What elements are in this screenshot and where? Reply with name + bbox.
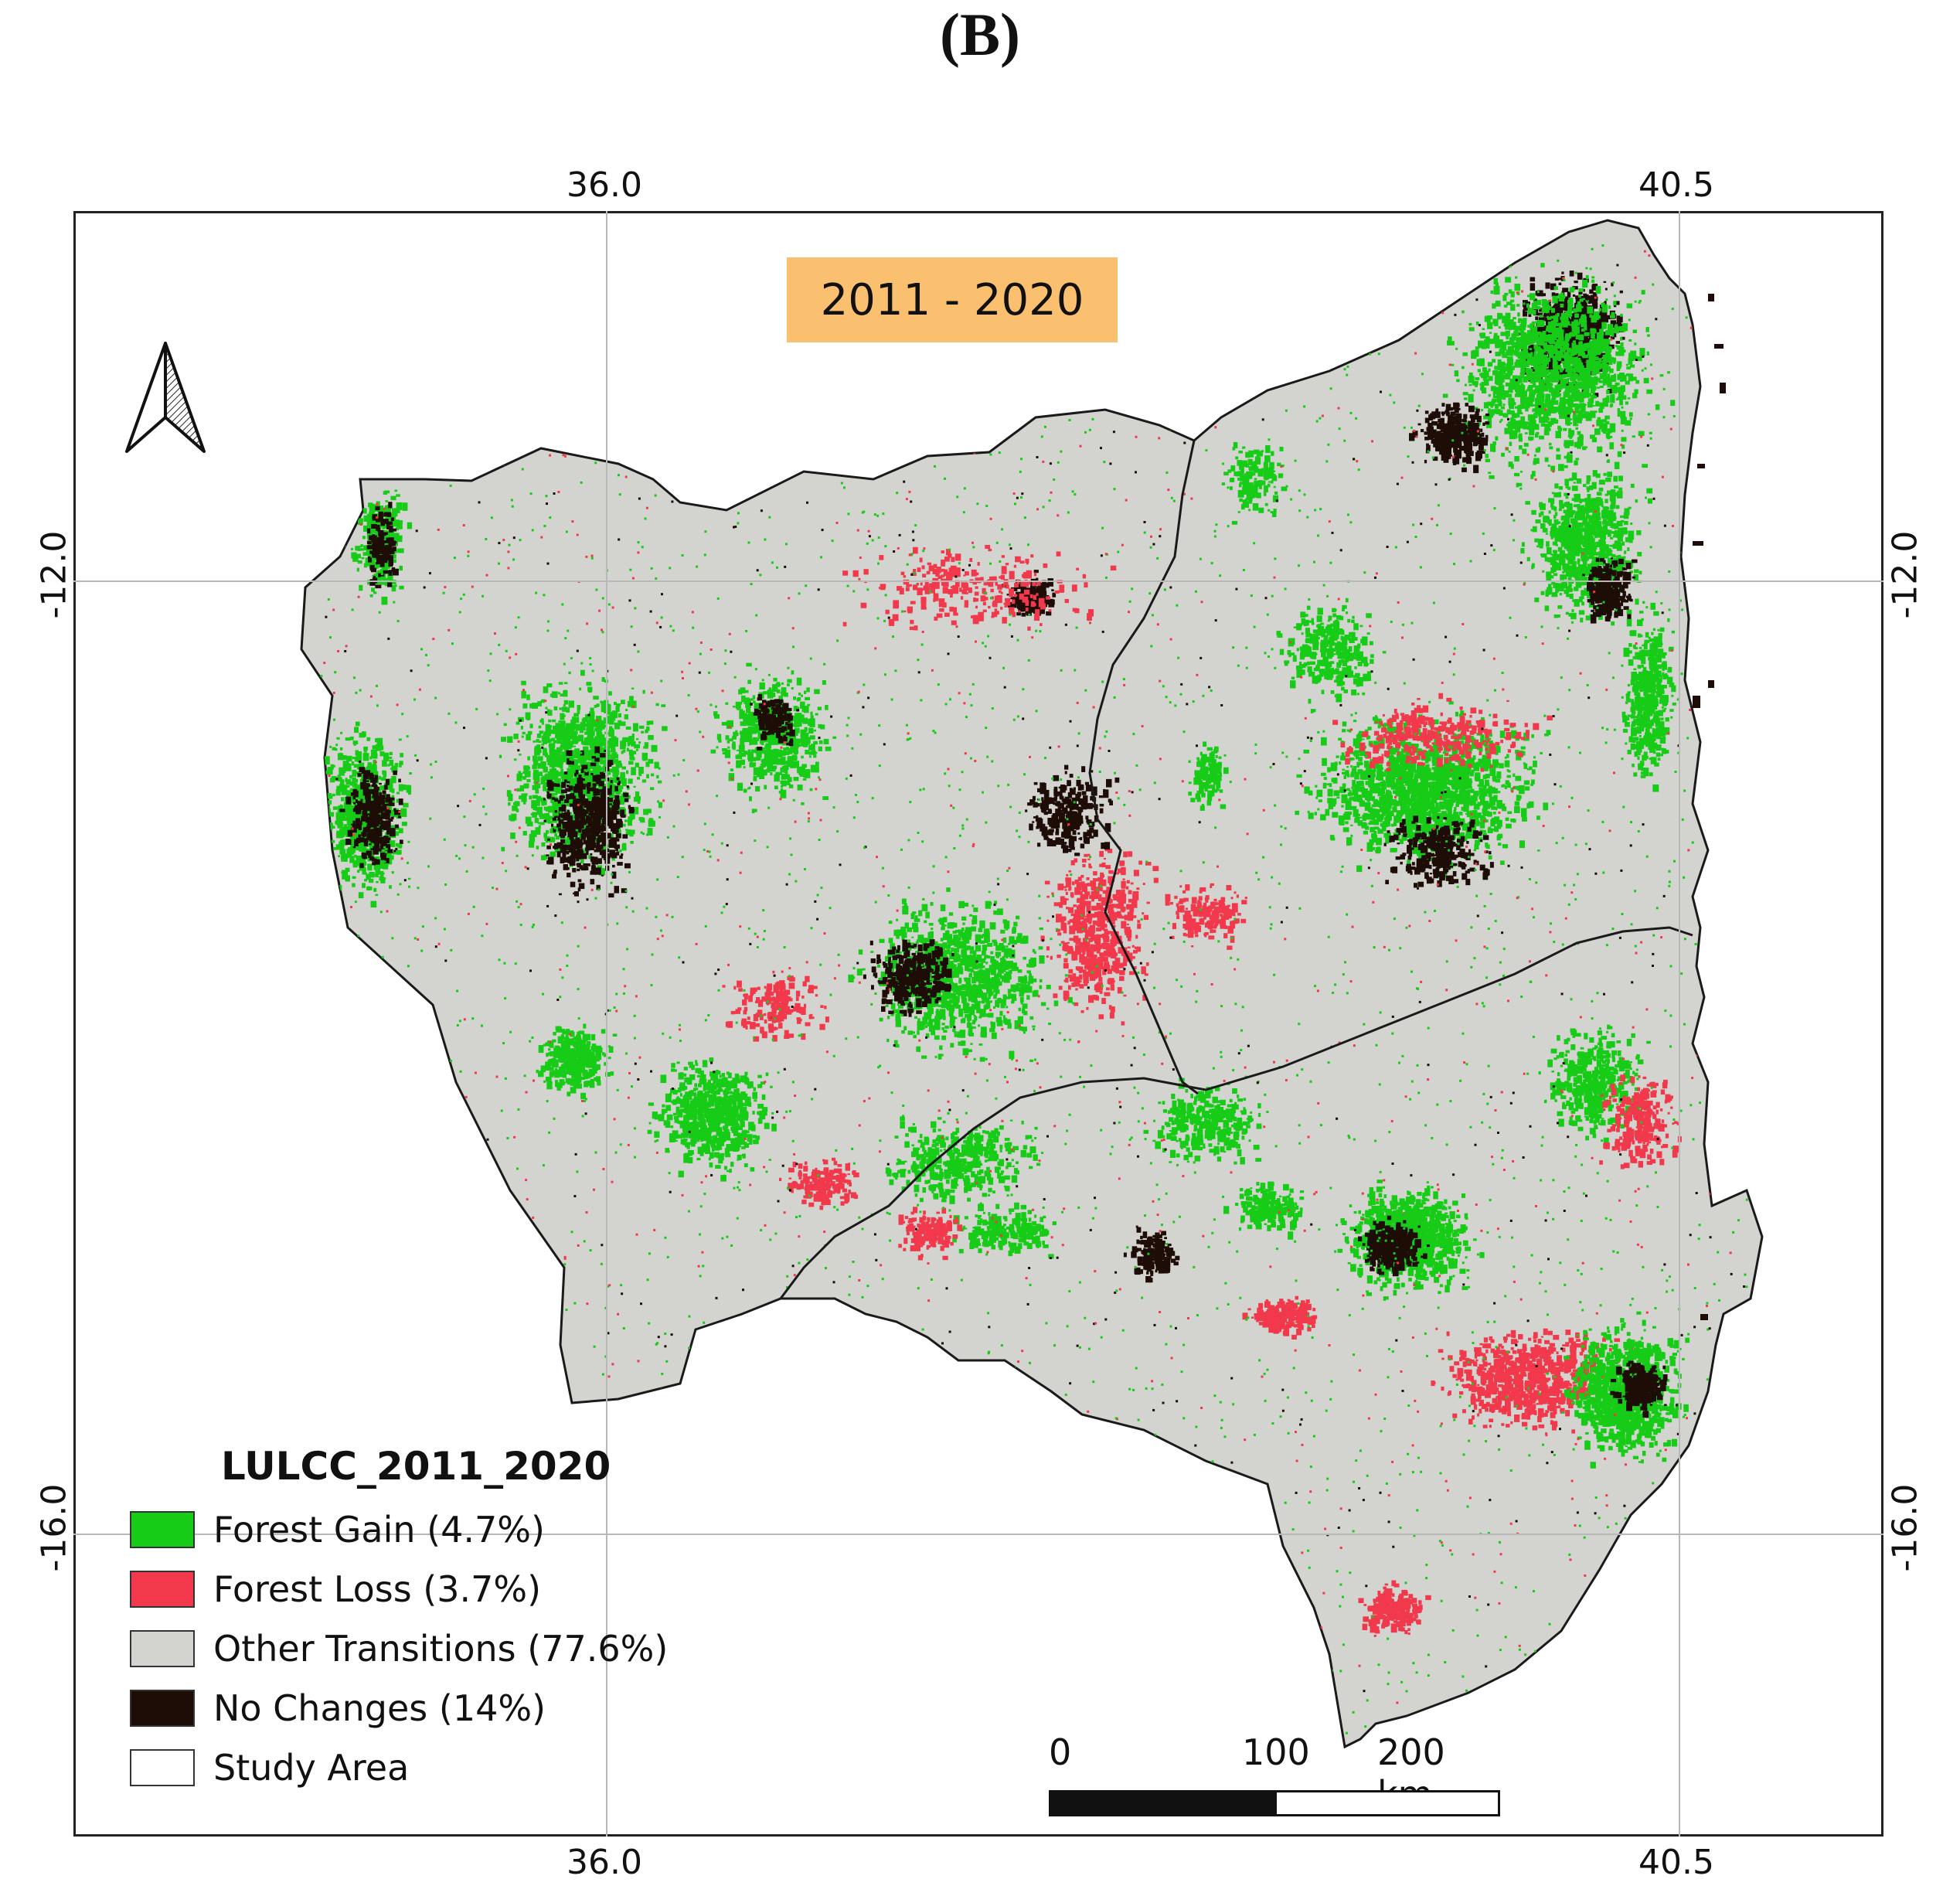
- scale-bar: 0 100 200 km: [1049, 1731, 1500, 1816]
- legend-swatch-forest-gain: [130, 1510, 195, 1548]
- left-y-tick-label: -16.0: [35, 1484, 74, 1572]
- bottom-x-tick-label: 40.5: [1638, 1843, 1714, 1882]
- legend-swatch-other-transitions: [130, 1629, 195, 1667]
- legend-title: LULCC_2011_2020: [221, 1444, 668, 1489]
- left-y-tick-label: -12.0: [35, 531, 74, 619]
- legend-item: Forest Gain (4.7%): [130, 1500, 668, 1559]
- legend-item: Study Area: [130, 1738, 668, 1797]
- coastal-islands: [1693, 294, 1726, 1320]
- right-y-tick-label: -16.0: [1886, 1484, 1925, 1572]
- panel-label: (B): [0, 0, 1960, 70]
- district-boundary: [1088, 440, 1199, 1095]
- legend: LULCC_2011_2020 Forest Gain (4.7%) Fores…: [130, 1444, 668, 1797]
- right-y-tick-label: -12.0: [1886, 531, 1925, 619]
- legend-swatch-forest-loss: [130, 1570, 195, 1608]
- legend-item: Forest Loss (3.7%): [130, 1559, 668, 1619]
- legend-label: Forest Loss (3.7%): [213, 1568, 541, 1610]
- scale-bar-black-segment: [1049, 1790, 1277, 1816]
- period-label: 2011 - 2020: [787, 257, 1118, 342]
- legend-swatch-no-changes: [130, 1689, 195, 1727]
- legend-label: Study Area: [213, 1747, 409, 1789]
- legend-label: Forest Gain (4.7%): [213, 1509, 545, 1551]
- district-boundary: [779, 926, 1693, 1299]
- graticule: [73, 211, 1883, 1837]
- legend-item: Other Transitions (77.6%): [130, 1619, 668, 1678]
- legend-swatch-study-area: [130, 1748, 195, 1786]
- legend-label: Other Transitions (77.6%): [213, 1628, 668, 1670]
- top-x-tick-label: 40.5: [1638, 165, 1714, 205]
- top-x-tick-label: 36.0: [567, 165, 642, 205]
- scale-label-100: 100: [1242, 1731, 1310, 1773]
- north-arrow-icon: [125, 342, 206, 453]
- scale-bar-white-segment: [1274, 1790, 1500, 1816]
- bottom-x-tick-label: 36.0: [567, 1843, 642, 1882]
- legend-item: No Changes (14%): [130, 1678, 668, 1738]
- legend-label: No Changes (14%): [213, 1687, 546, 1729]
- lulcc-patches: [309, 232, 1762, 1747]
- scale-label-0: 0: [1049, 1731, 1071, 1773]
